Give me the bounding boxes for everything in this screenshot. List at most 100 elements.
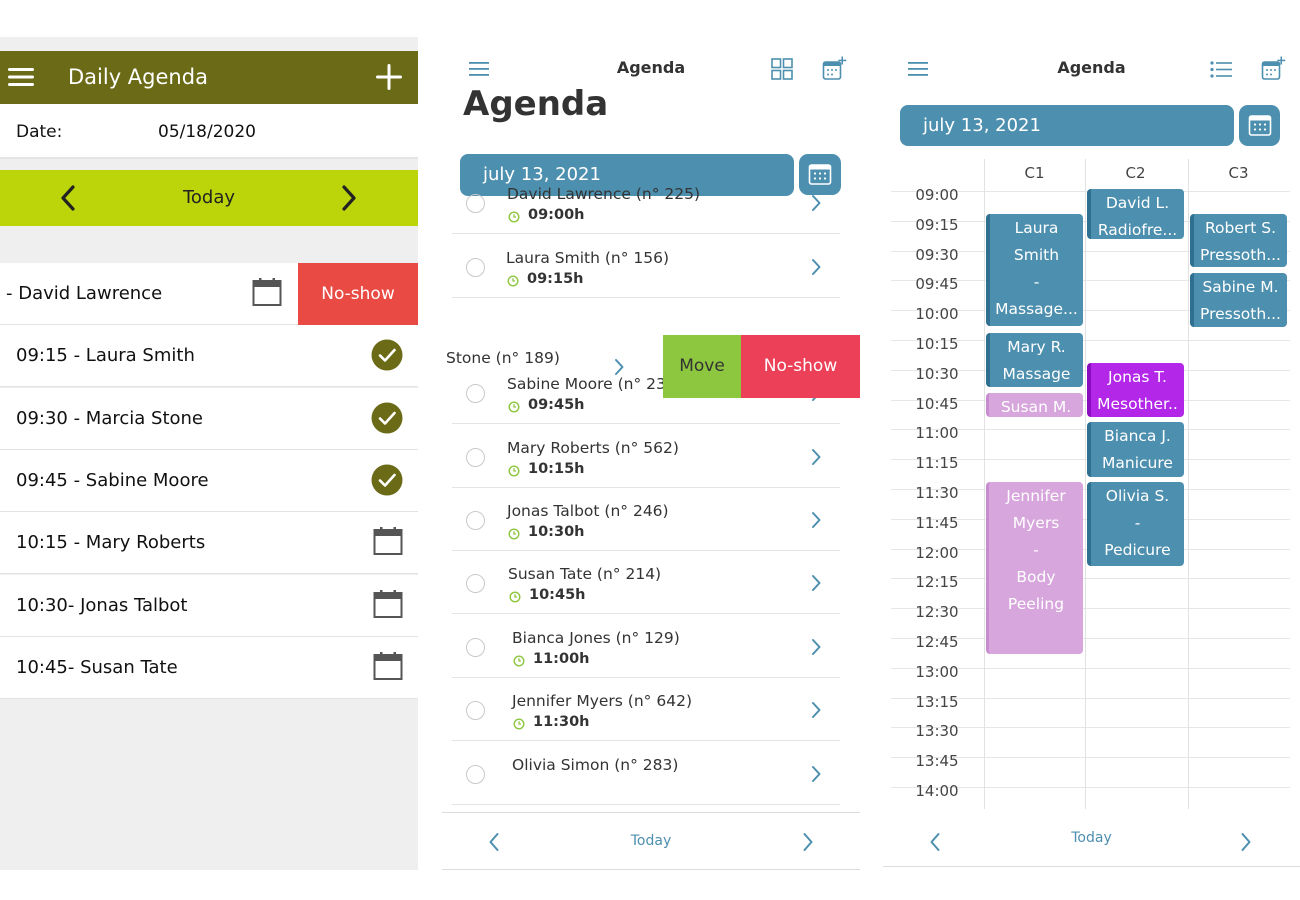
time-label: 10:45 — [915, 395, 959, 413]
check-icon[interactable] — [371, 402, 403, 434]
today-button[interactable]: Today — [182, 187, 236, 208]
appointment-row[interactable]: Susan Tate (n° 214) 10:45h — [452, 551, 840, 614]
appointment-event[interactable]: Robert S. Pressoth... — [1190, 214, 1287, 267]
chevron-right-icon[interactable] — [810, 511, 822, 529]
agenda-row[interactable]: 09:15 - Laura Smith — [0, 325, 418, 387]
agenda-row[interactable]: 10:45- Susan Tate — [0, 637, 418, 699]
calendar-button[interactable] — [799, 154, 841, 195]
select-radio[interactable] — [466, 574, 485, 593]
date-row: Date: 05/18/2020 — [0, 104, 418, 159]
select-radio[interactable] — [466, 701, 485, 720]
prev-day-button[interactable] — [929, 832, 941, 852]
check-icon[interactable] — [371, 339, 403, 371]
agenda-row-label: 09:45 - Sabine Moore — [16, 470, 209, 491]
add-icon[interactable] — [376, 64, 402, 90]
grid-line — [891, 757, 1290, 758]
agenda-grid-panel: Agenda july 13, 2021 C1 C2 C3 09:00 09:15… — [883, 37, 1300, 870]
select-radio[interactable] — [466, 258, 485, 277]
time-label: 13:30 — [915, 722, 959, 740]
chevron-right-icon[interactable] — [810, 638, 822, 656]
calendar-icon[interactable] — [373, 651, 403, 681]
time-label: 09:45 — [915, 275, 959, 293]
time-label: 11:45 — [915, 514, 959, 532]
calendar-button[interactable] — [1239, 105, 1280, 146]
appointment-event[interactable]: Jonas T. Mesother.. — [1087, 363, 1184, 417]
calendar-icon[interactable] — [252, 277, 282, 307]
appointment-row[interactable]: Mary Roberts (n° 562) 10:15h — [452, 425, 840, 488]
appointment-event[interactable]: Olivia S. - Pedicure — [1087, 482, 1184, 566]
menu-icon[interactable] — [469, 61, 489, 77]
next-day-button[interactable] — [1240, 832, 1252, 852]
calendar-icon[interactable] — [373, 589, 403, 619]
swiped-appointment-row[interactable]: Stone (n° 189) Move No-show — [442, 335, 860, 398]
agenda-row[interactable]: 10:30- Jonas Talbot — [0, 575, 418, 637]
select-radio[interactable] — [466, 194, 485, 213]
noshow-button[interactable]: No-show — [298, 263, 418, 325]
clock-icon — [508, 465, 520, 477]
appointment-name: Stone (n° 189) — [446, 349, 560, 367]
appointment-row[interactable]: Sabine Moore (n° 236) 09:45h — [452, 361, 840, 424]
chevron-right-icon[interactable] — [810, 574, 822, 592]
appointment-event[interactable]: Mary R. Massage — [986, 333, 1083, 387]
chevron-right-icon[interactable] — [810, 194, 822, 212]
today-button[interactable]: Today — [630, 833, 672, 849]
menu-icon[interactable] — [908, 61, 928, 77]
menu-icon[interactable] — [8, 65, 34, 89]
next-day-button[interactable] — [802, 832, 814, 852]
appointment-name: Sabine Moore (n° 236) — [507, 375, 682, 393]
select-radio[interactable] — [466, 765, 485, 784]
appointment-row[interactable]: Jonas Talbot (n° 246) 10:30h — [452, 488, 840, 551]
event-text: Radiofre... — [1097, 221, 1178, 239]
clock-icon — [508, 528, 520, 540]
chevron-right-icon[interactable] — [810, 765, 822, 783]
appointment-event[interactable]: Laura Smith - Massage... — [986, 214, 1083, 326]
agenda-row[interactable]: - David Lawrence No-show — [0, 263, 418, 325]
agenda-row[interactable]: 09:30 - Marcia Stone — [0, 388, 418, 450]
agenda-row[interactable]: 09:45 - Sabine Moore — [0, 450, 418, 512]
appointment-row[interactable]: Bianca Jones (n° 129) 11:00h — [452, 615, 840, 678]
event-text: Manicure — [1102, 454, 1173, 472]
calendar-icon[interactable] — [373, 526, 403, 556]
chevron-right-icon[interactable] — [613, 358, 625, 376]
grid-line — [891, 698, 1290, 699]
date-value[interactable]: 05/18/2020 — [158, 122, 256, 142]
agenda-row[interactable]: 10:15 - Mary Roberts — [0, 512, 418, 574]
grid-view-icon[interactable] — [771, 58, 793, 80]
event-text: Mesother.. — [1097, 395, 1178, 413]
list-view-icon[interactable] — [1210, 61, 1232, 78]
check-icon[interactable] — [371, 464, 403, 496]
add-appointment-icon[interactable] — [1261, 56, 1287, 82]
appointment-event[interactable]: Sabine M. Pressoth... — [1190, 273, 1287, 327]
prev-day-button[interactable] — [60, 185, 76, 211]
select-radio[interactable] — [466, 384, 485, 403]
prev-day-button[interactable] — [488, 832, 500, 852]
time-label: 14:00 — [915, 782, 959, 800]
event-text: Pedicure — [1104, 541, 1171, 559]
select-radio[interactable] — [466, 638, 485, 657]
appointment-row[interactable]: David Lawrence (n° 225) 09:00h — [452, 171, 840, 234]
appointment-row[interactable]: Jennifer Myers (n° 642) 11:30h — [452, 678, 840, 741]
appointment-row[interactable]: Olivia Simon (n° 283) — [452, 742, 840, 805]
today-button[interactable]: Today — [1071, 830, 1112, 846]
appointment-time: 11:00h — [533, 651, 590, 667]
select-radio[interactable] — [466, 511, 485, 530]
add-appointment-icon[interactable] — [822, 56, 848, 82]
date-selector[interactable]: july 13, 2021 — [900, 105, 1234, 146]
select-radio[interactable] — [466, 448, 485, 467]
appointment-event[interactable]: Bianca J. Manicure — [1087, 422, 1184, 477]
next-day-button[interactable] — [341, 185, 357, 211]
chevron-right-icon[interactable] — [810, 448, 822, 466]
date-selector[interactable]: july 13, 2021 — [460, 154, 794, 196]
noshow-button[interactable]: No-show — [741, 335, 860, 398]
time-label: 13:45 — [915, 752, 959, 770]
appointment-event[interactable]: Jennifer Myers - Body Peeling — [986, 482, 1083, 654]
move-button[interactable]: Move — [663, 335, 741, 398]
time-label: 09:15 — [915, 216, 959, 234]
appointment-event[interactable]: David L. Radiofre... — [1087, 189, 1184, 239]
chevron-right-icon[interactable] — [810, 258, 822, 276]
chevron-right-icon[interactable] — [810, 701, 822, 719]
appointment-event[interactable]: Susan M. — [986, 393, 1083, 417]
appointment-row[interactable]: Laura Smith (n° 156) 09:15h — [452, 235, 840, 298]
grid-line — [891, 578, 1290, 579]
calendar-icon — [1248, 115, 1272, 136]
